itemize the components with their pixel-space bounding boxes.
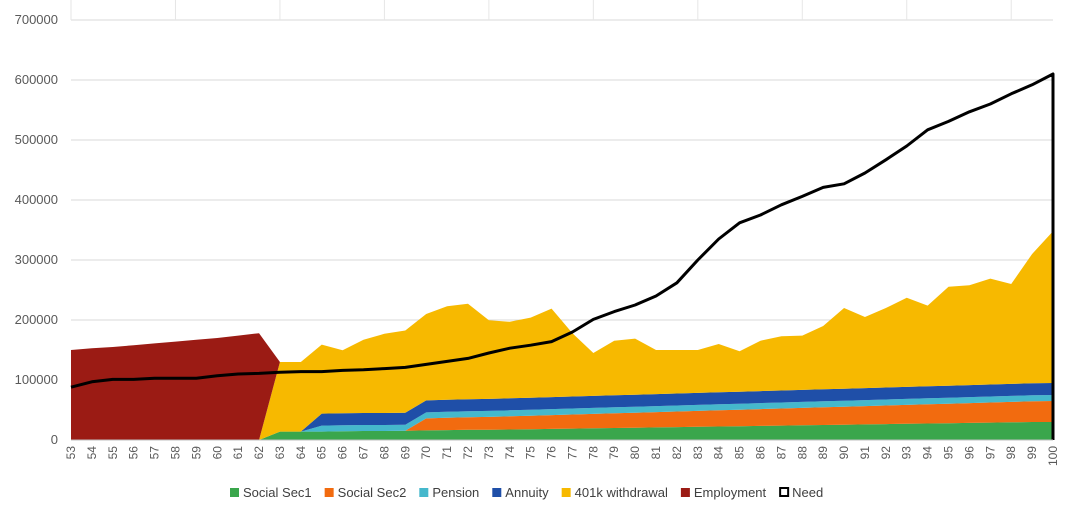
need-line-layer [70,72,1055,440]
x-tick-label: 62 [252,446,266,460]
x-tick-label: 66 [336,446,350,460]
legend-swatch [419,488,429,497]
legend-item: Annuity [492,485,549,500]
x-tick-label: 87 [774,446,788,460]
x-tick-label: 86 [753,446,767,460]
x-tick-label: 81 [649,446,663,460]
x-tick-label: 73 [482,446,496,460]
x-tick-label: 80 [628,446,642,460]
x-tick-label: 59 [189,446,203,460]
legend-item: Employment [680,485,767,500]
legend-item: Social Sec1 [230,485,312,500]
y-tick-labels: 0 100000 200000 300000 400000 500000 600000 700… [15,12,58,447]
x-tick-label: 84 [712,446,726,460]
area-pension [300,395,1054,432]
legend-label: 401k withdrawal [575,485,668,500]
x-tick-label: 67 [357,446,371,460]
x-tick-label: 64 [294,446,308,460]
x-tick-label: 94 [921,446,935,460]
legend-label: Need [792,485,823,500]
area-social-sec2 [405,401,1053,431]
area-employment [71,333,280,440]
areas [71,231,1054,440]
x-tick-label: 75 [524,446,538,460]
y-tick-label: 100000 [15,372,58,387]
legend-swatch [324,488,334,497]
y-tick-label: 500000 [15,132,58,147]
area-401k-withdrawal [259,231,1053,440]
line-need [70,72,1055,440]
y-tick-label: 700000 [15,12,58,27]
x-tick-label: 70 [419,446,433,460]
legend-label: Social Sec1 [243,485,312,500]
legend-swatch [492,488,502,497]
x-tick-label: 61 [231,446,245,460]
legend-label: Annuity [505,485,549,500]
legend-label: Pension [432,485,479,500]
x-tick-label: 55 [106,446,120,460]
y-tick-label: 600000 [15,72,58,87]
x-tick-label: 72 [461,446,475,460]
x-tick-label: 57 [148,446,162,460]
area-social-sec1 [259,422,1053,440]
x-tick-label: 58 [168,446,182,460]
x-tick-label: 91 [858,446,872,460]
x-tick-label: 99 [1025,446,1039,460]
x-tick-label: 98 [1004,446,1018,460]
x-tick-label: 65 [315,446,329,460]
x-tick-label: 78 [586,446,600,460]
legend-label: Social Sec2 [338,485,407,500]
x-tick-labels: 53 54 55 56 57 58 59 60 61 62 63 64 65 66 67 68 69 70 71 72… [64,446,1060,466]
x-tick-label: 88 [795,446,809,460]
legend-item: Social Sec2 [324,485,407,500]
x-tick-label: 60 [210,446,224,460]
legend-swatch [680,488,690,497]
x-tick-label: 89 [816,446,830,460]
x-tick-label: 79 [607,446,621,460]
legend-swatch [230,488,239,497]
legend-swatch [561,488,571,497]
y-tick-label: 200000 [15,312,58,327]
x-tick-label: 54 [85,446,99,460]
x-tick-label: 83 [691,446,705,460]
x-tick-label: 71 [440,446,454,460]
x-tick-label: 68 [377,446,391,460]
x-tick-label: 100 [1046,446,1060,466]
x-tick-label: 56 [127,446,141,460]
x-tick-label: 93 [900,446,914,460]
y-tick-label: 300000 [15,252,58,267]
x-tick-label: 77 [565,446,579,460]
x-tick-label: 95 [942,446,956,460]
x-tick-label: 82 [670,446,684,460]
legend-item: Need [779,485,823,500]
legend: Social Sec1 Social Sec2 Pension Annuity 401k… [230,485,823,500]
x-tick-label: 69 [398,446,412,460]
x-tick-label: 63 [273,446,287,460]
x-tick-label: 92 [879,446,893,460]
legend-item: 401k withdrawal [561,485,668,500]
y-tick-label: 0 [51,432,58,447]
x-tick-label: 53 [64,446,78,460]
x-tick-label: 74 [503,446,517,460]
x-tick-label: 76 [545,446,559,460]
x-tick-label: 90 [837,446,851,460]
legend-swatch [779,487,790,497]
legend-label: Employment [694,485,767,500]
legend-item: Pension [419,485,479,500]
x-tick-label: 96 [962,446,976,460]
x-tick-label: 85 [733,446,747,460]
x-tick-label: 97 [983,446,997,460]
gridlines [70,0,1053,381]
y-tick-label: 400000 [15,192,58,207]
area-annuity [300,383,1054,432]
